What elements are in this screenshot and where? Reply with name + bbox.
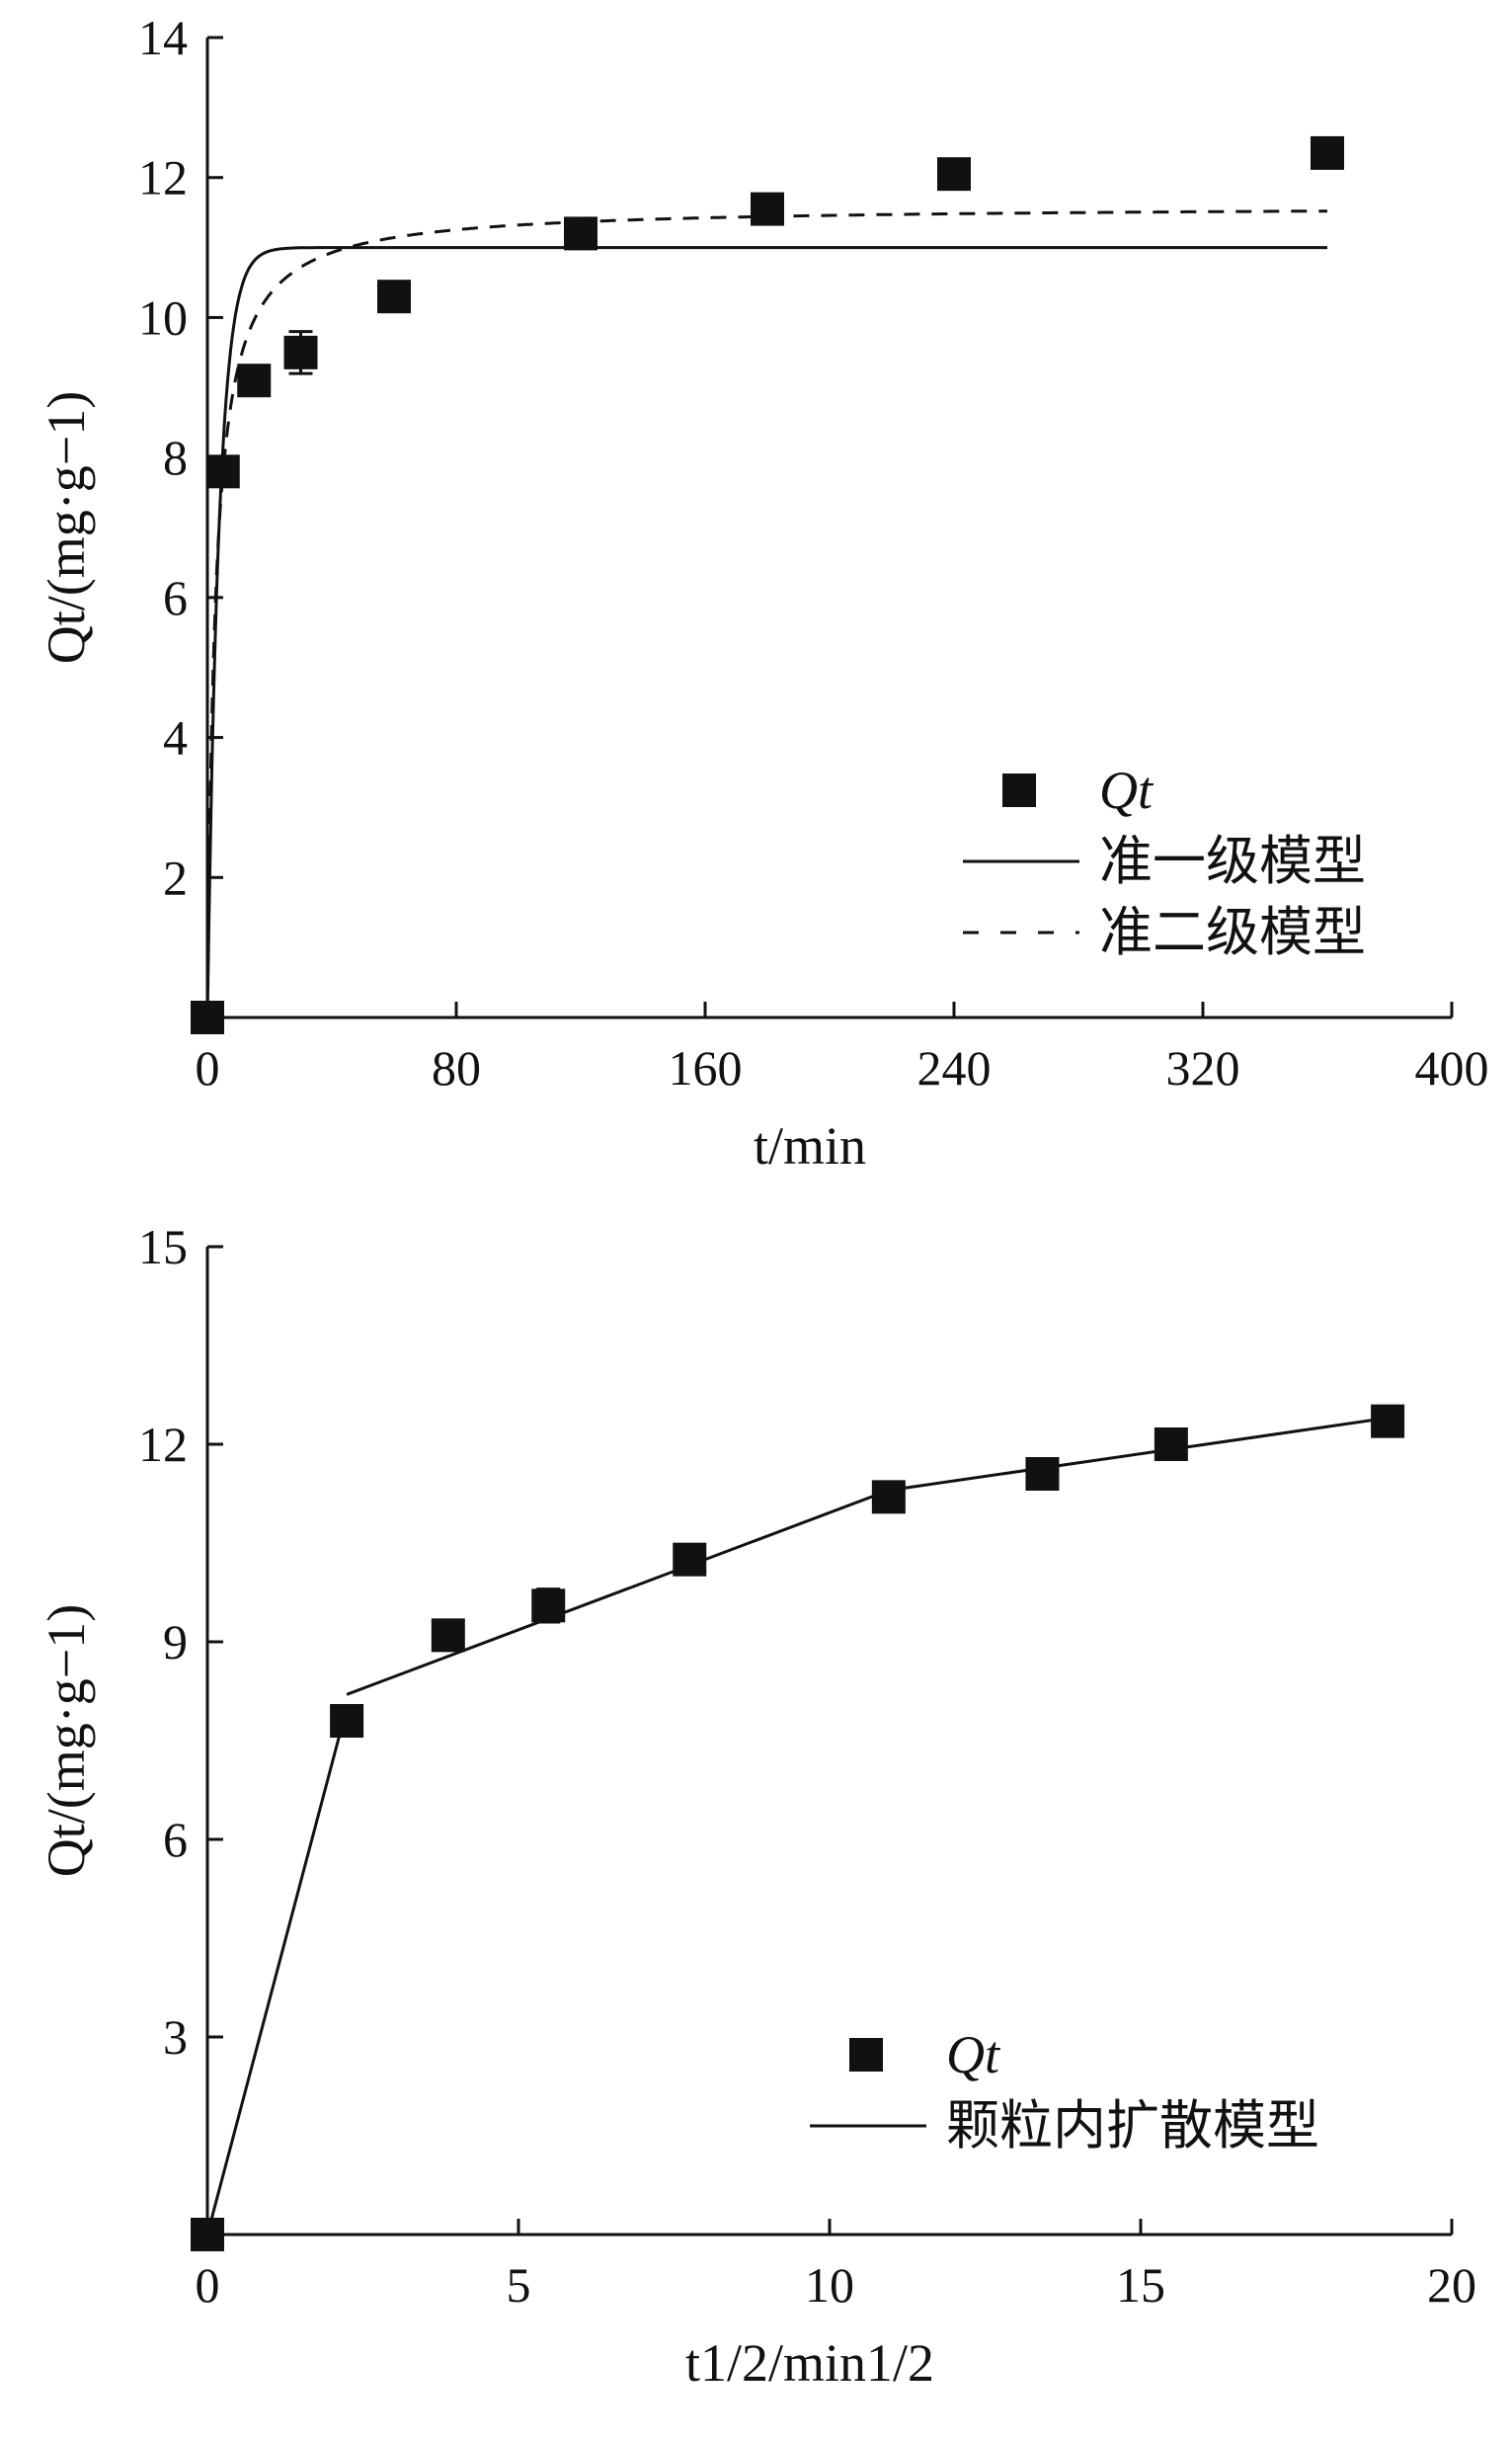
series-line-3 bbox=[205, 209, 1328, 1018]
x-tick-label: 20 bbox=[1427, 2257, 1476, 2313]
x-tick-label: 320 bbox=[1166, 1040, 1240, 1096]
data-point bbox=[1371, 1404, 1405, 1438]
y-axis-title: Qt/(mg·g−1) bbox=[37, 391, 96, 664]
legend-marker-square bbox=[849, 2038, 883, 2072]
data-point bbox=[377, 280, 411, 314]
series-line-2 bbox=[205, 246, 1327, 1018]
legend-label: Qt bbox=[1099, 761, 1154, 820]
y-tick-label: 12 bbox=[138, 150, 188, 205]
y-tick-label: 8 bbox=[163, 430, 188, 485]
data-point bbox=[1154, 1427, 1188, 1461]
chart-panel-2: 0 5 10 15 20 3 6 9 12 15 Qt/(mg·g−1) t1/2/min1/2 Qt 颗… bbox=[37, 1219, 1476, 2393]
x-axis-title: t/min bbox=[754, 1116, 866, 1176]
y-tick-label: 4 bbox=[163, 710, 188, 766]
data-point bbox=[871, 1480, 906, 1514]
y-tick-label: 6 bbox=[163, 570, 188, 625]
y-tick-label: 3 bbox=[163, 2009, 188, 2065]
chart-panel-1: 0 80 160 240 320 400 2 4 6 8 10 12 14 Qt/(mg·g−1) t/mi… bbox=[37, 10, 1489, 1176]
y-tick-label: 10 bbox=[138, 289, 188, 345]
y-tick-label: 15 bbox=[138, 1219, 188, 1274]
x-tick-label: 5 bbox=[507, 2257, 531, 2313]
data-point bbox=[431, 1618, 465, 1653]
y-axis-title: Qt/(mg·g−1) bbox=[37, 1604, 96, 1877]
y-tick-label: 9 bbox=[163, 1614, 188, 1669]
y-tick-label: 6 bbox=[163, 1812, 188, 1867]
x-axis-title: t1/2/min1/2 bbox=[685, 2333, 934, 2393]
y-tick-label: 14 bbox=[138, 10, 188, 65]
x-tick-label: 80 bbox=[432, 1040, 481, 1096]
fit-segment-3 bbox=[888, 1416, 1389, 1493]
legend-label: 准一级模型 bbox=[1099, 830, 1366, 892]
data-point bbox=[937, 157, 971, 192]
y-tick-label: 12 bbox=[138, 1417, 188, 1472]
x-tick-label: 400 bbox=[1415, 1040, 1489, 1096]
legend-label: 颗粒内扩散模型 bbox=[946, 2094, 1319, 2156]
x-tick-label: 160 bbox=[669, 1040, 743, 1096]
x-tick-label: 15 bbox=[1116, 2257, 1165, 2313]
data-point bbox=[751, 192, 784, 226]
data-point bbox=[237, 364, 272, 398]
legend: Qt 颗粒内扩散模型 bbox=[810, 2025, 1319, 2156]
data-point bbox=[1025, 1457, 1060, 1491]
legend-label: Qt bbox=[946, 2025, 1001, 2084]
x-tick-label: 0 bbox=[196, 2257, 220, 2313]
x-tick-label: 10 bbox=[805, 2257, 854, 2313]
data-point bbox=[283, 335, 318, 369]
x-tick-label: 240 bbox=[917, 1040, 992, 1096]
fit-segment-2 bbox=[346, 1489, 890, 1696]
legend-marker-square bbox=[1002, 773, 1036, 807]
legend-label: 准二级模型 bbox=[1099, 901, 1366, 963]
x-tick-label: 0 bbox=[196, 1040, 220, 1096]
data-point bbox=[1311, 135, 1344, 170]
fit-segment-1 bbox=[205, 1707, 349, 2236]
y-tick-label: 2 bbox=[163, 850, 188, 905]
data-point bbox=[531, 1588, 566, 1623]
